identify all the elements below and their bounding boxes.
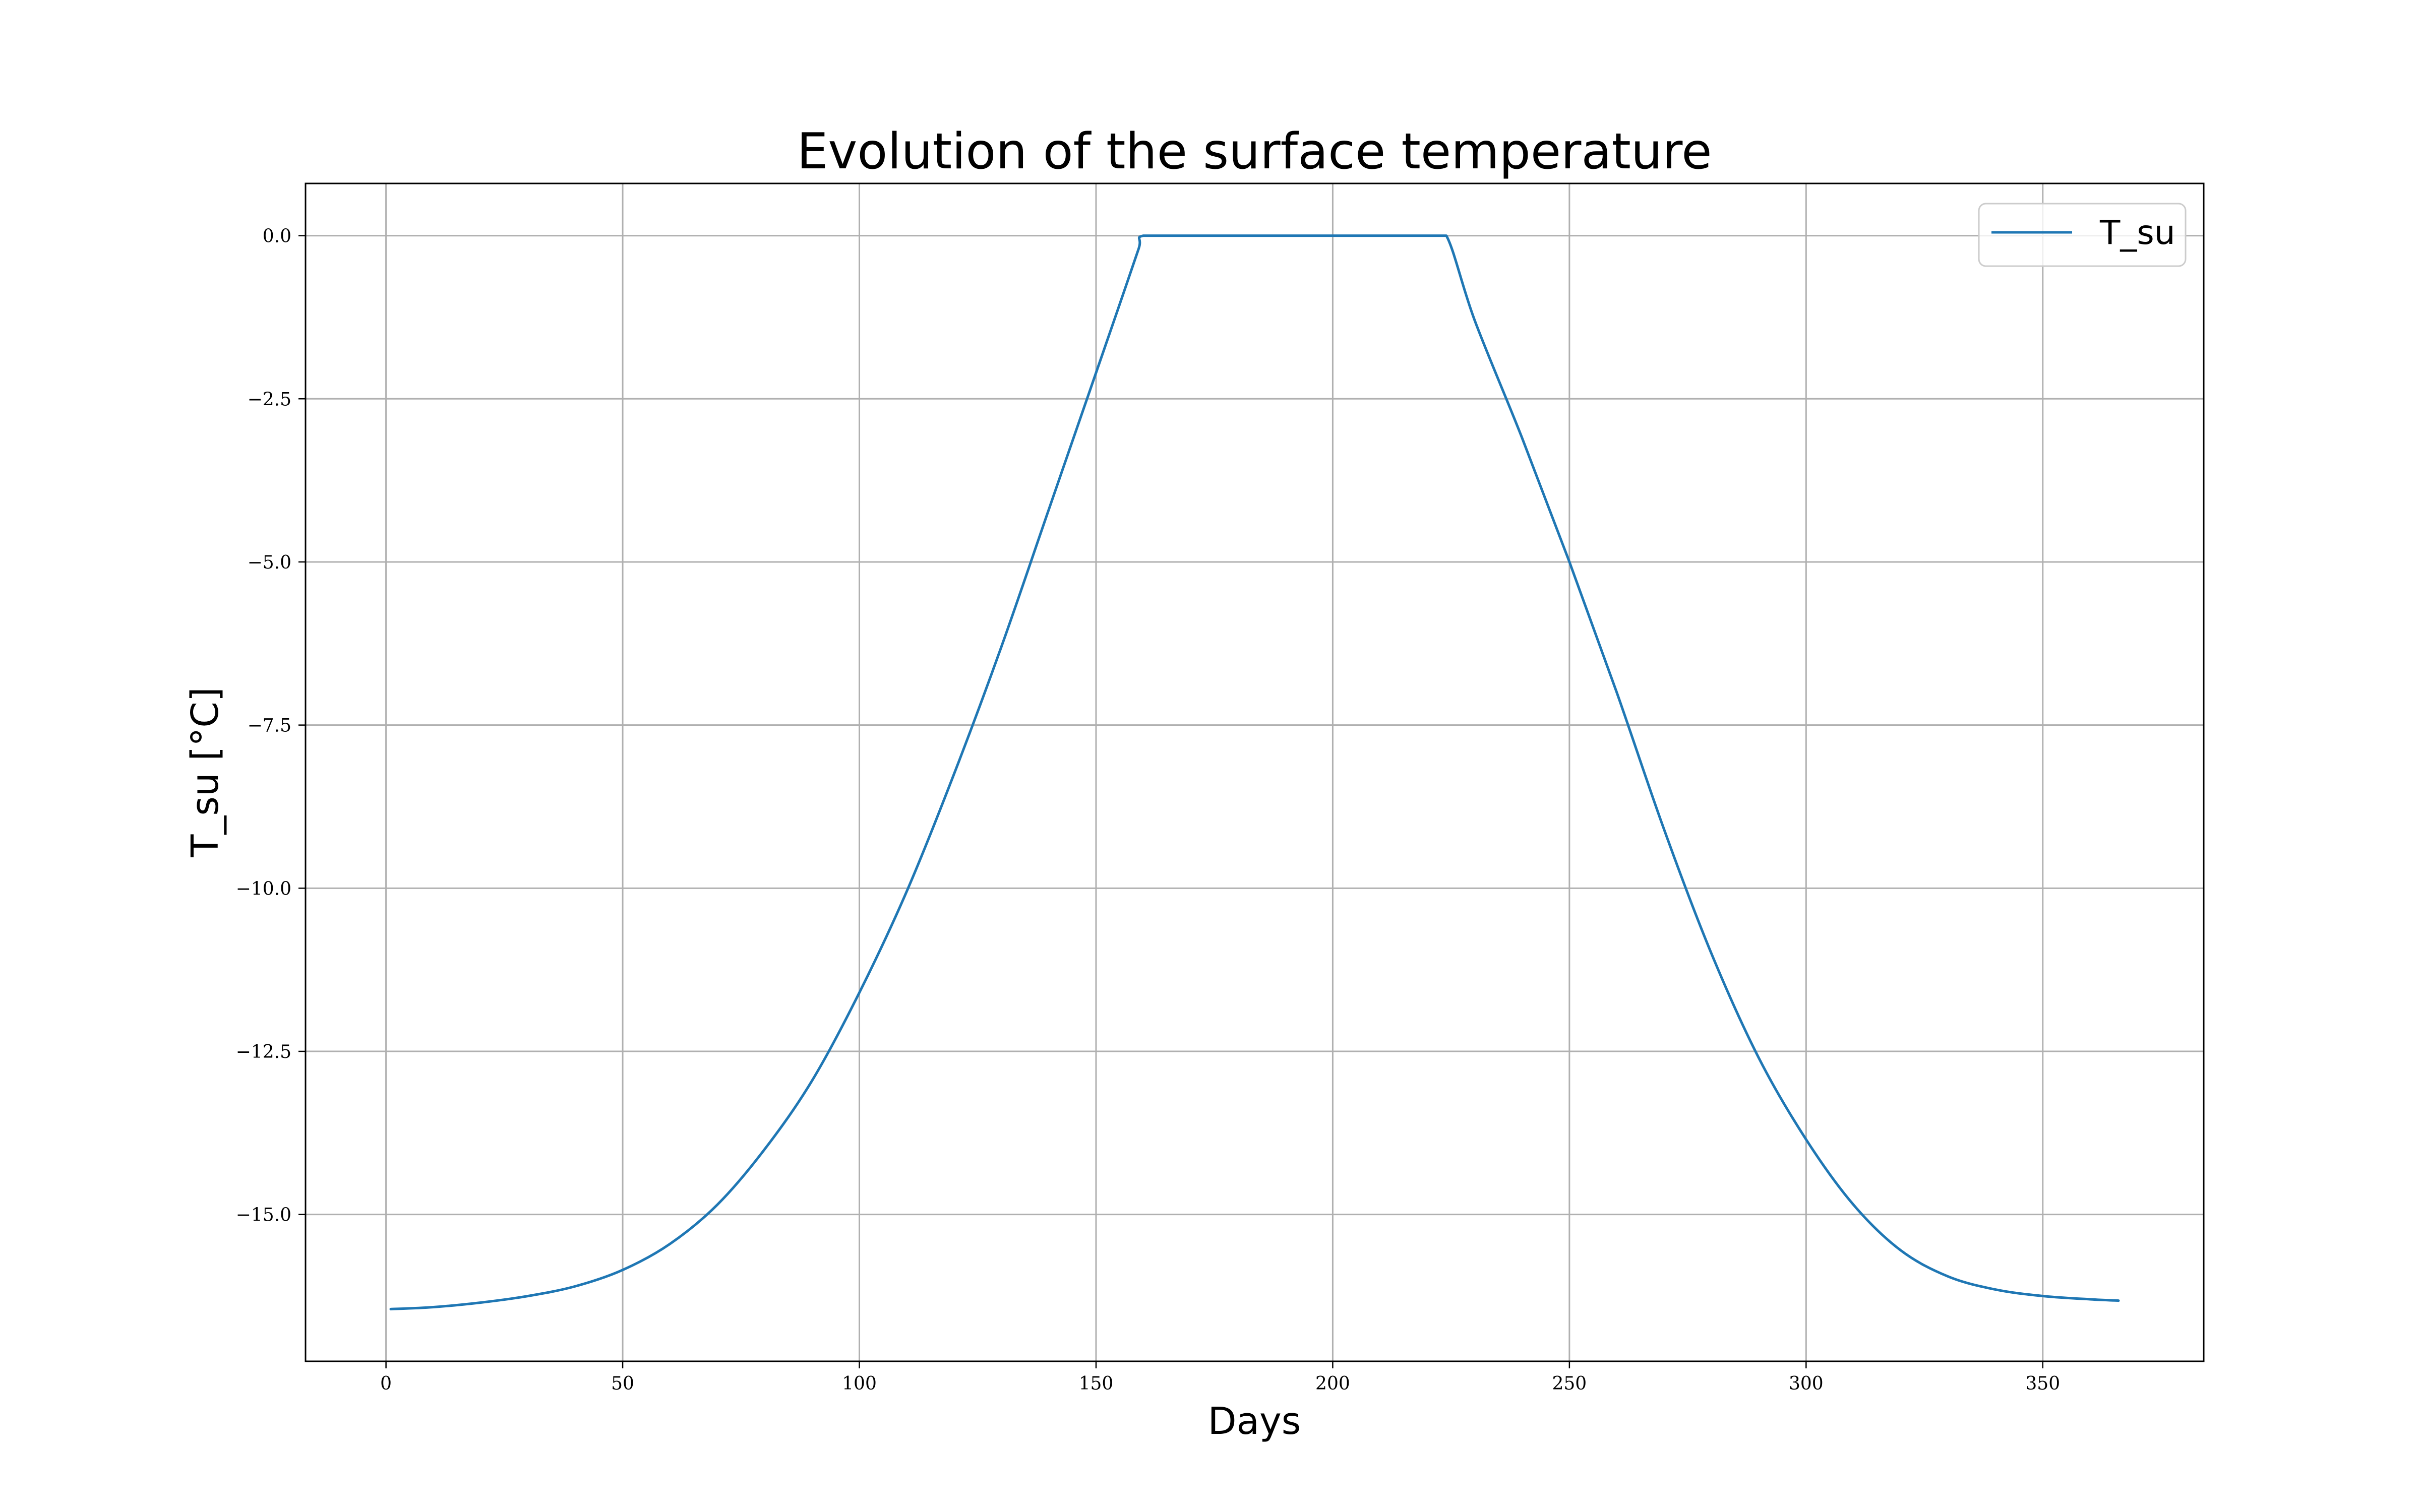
x-tick-label: 350 — [2025, 1373, 2060, 1394]
legend-box — [1978, 203, 2187, 267]
series-line-0 — [389, 234, 2120, 1310]
plot-frame — [305, 182, 2205, 1362]
y-tick-label: −7.5 — [248, 716, 291, 736]
x-tick-label: 50 — [611, 1373, 634, 1394]
legend: T_su — [1978, 203, 2187, 267]
x-tick-label: 100 — [842, 1373, 877, 1394]
tick-layer: 0 50 100 150 200 250 300 350 0.0 −2.5 −5.0 −7.5 −10.… — [236, 226, 2060, 1394]
y-tick-label: −10.0 — [236, 878, 291, 899]
chart-title: Evolution of the surface temperature — [797, 123, 1712, 180]
x-tick-label: 0 — [380, 1373, 392, 1394]
y-tick-label: −15.0 — [236, 1205, 291, 1226]
y-tick-label: 0.0 — [263, 226, 291, 247]
x-tick-label: 300 — [1789, 1373, 1824, 1394]
y-tick-label: −12.5 — [236, 1042, 291, 1062]
x-tick-label: 250 — [1552, 1373, 1587, 1394]
series-layer — [389, 234, 2120, 1310]
x-tick-label: 150 — [1079, 1373, 1114, 1394]
x-tick-label: 200 — [1315, 1373, 1350, 1394]
grid-layer — [306, 183, 2204, 1361]
y-axis-label: T_su [°C] — [184, 687, 227, 858]
x-axis-label: Days — [1208, 1400, 1301, 1443]
y-tick-label: −5.0 — [248, 552, 291, 573]
legend-label: T_su — [2099, 213, 2175, 252]
y-tick-label: −2.5 — [248, 389, 291, 410]
